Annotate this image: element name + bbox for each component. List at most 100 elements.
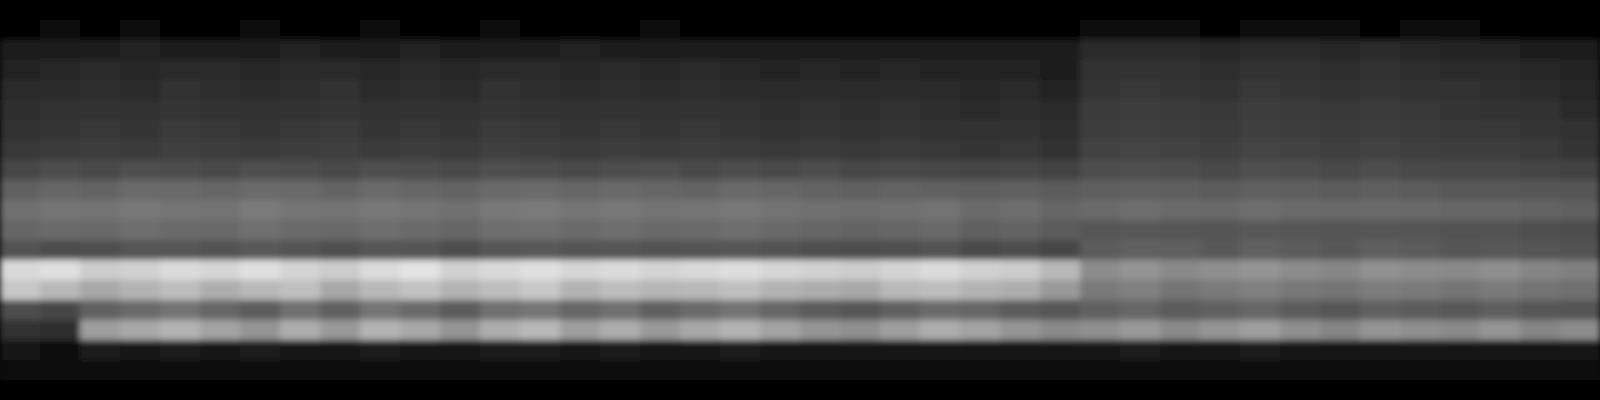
cell xyxy=(640,320,681,341)
cell xyxy=(1200,340,1241,361)
cell xyxy=(1200,320,1241,341)
cell xyxy=(1200,360,1241,381)
cell xyxy=(840,340,881,361)
cell xyxy=(1000,280,1041,301)
cell xyxy=(640,240,681,261)
cell xyxy=(600,60,641,81)
cell xyxy=(1280,300,1321,321)
cell xyxy=(240,340,281,361)
cell xyxy=(1080,120,1121,141)
cell xyxy=(1400,120,1441,141)
cell xyxy=(1240,140,1281,161)
cell xyxy=(240,100,281,121)
cell xyxy=(1040,60,1081,81)
cell xyxy=(1320,300,1361,321)
cell xyxy=(600,40,641,61)
cell xyxy=(200,360,241,381)
cell xyxy=(840,260,881,281)
cell xyxy=(160,300,201,321)
cell xyxy=(1240,160,1281,181)
cell xyxy=(1360,340,1401,361)
cell xyxy=(280,200,321,221)
cell xyxy=(360,240,401,261)
cell xyxy=(880,0,921,21)
cell xyxy=(880,80,921,101)
cell xyxy=(1160,260,1201,281)
cell xyxy=(320,20,361,41)
cell xyxy=(1240,0,1281,21)
cell xyxy=(1480,240,1521,261)
cell xyxy=(160,60,201,81)
cell xyxy=(1120,220,1161,241)
cell xyxy=(600,360,641,381)
cell xyxy=(200,80,241,101)
cell xyxy=(240,40,281,61)
cell xyxy=(1400,20,1441,41)
cell xyxy=(680,320,721,341)
cell xyxy=(200,300,241,321)
cell xyxy=(1560,340,1600,361)
cell xyxy=(400,300,441,321)
cell xyxy=(520,160,561,181)
cell xyxy=(1080,320,1121,341)
cell xyxy=(400,340,441,361)
cell xyxy=(440,140,481,161)
cell xyxy=(360,300,401,321)
cell xyxy=(640,180,681,201)
cell xyxy=(760,220,801,241)
cell xyxy=(1040,160,1081,181)
cell xyxy=(1360,0,1401,21)
cell xyxy=(640,160,681,181)
cell xyxy=(1160,280,1201,301)
cell xyxy=(120,240,161,261)
cell xyxy=(1400,260,1441,281)
cell xyxy=(960,160,1001,181)
cell xyxy=(400,20,441,41)
cell xyxy=(600,0,641,21)
cell xyxy=(1320,60,1361,81)
cell xyxy=(760,160,801,181)
cell xyxy=(1480,220,1521,241)
cell xyxy=(520,40,561,61)
cell xyxy=(1200,160,1241,181)
cell xyxy=(680,60,721,81)
cell xyxy=(1440,80,1481,101)
cell xyxy=(1120,140,1161,161)
cell xyxy=(680,240,721,261)
cell xyxy=(200,320,241,341)
cell xyxy=(200,120,241,141)
cell xyxy=(1160,380,1201,400)
cell xyxy=(360,100,401,121)
cell xyxy=(160,320,201,341)
cell xyxy=(200,200,241,221)
cell xyxy=(600,100,641,121)
cell xyxy=(1240,360,1281,381)
cell xyxy=(400,80,441,101)
cell xyxy=(1480,380,1521,400)
cell xyxy=(1400,140,1441,161)
cell xyxy=(1200,180,1241,201)
cell xyxy=(1160,80,1201,101)
cell xyxy=(1120,40,1161,61)
cell xyxy=(0,100,41,121)
cell xyxy=(400,240,441,261)
cell xyxy=(1200,200,1241,221)
cell xyxy=(680,220,721,241)
cell xyxy=(1040,220,1081,241)
cell xyxy=(400,360,441,381)
cell xyxy=(400,120,441,141)
cell xyxy=(1560,40,1600,61)
cell xyxy=(480,20,521,41)
cell xyxy=(640,280,681,301)
cell xyxy=(1120,80,1161,101)
cell xyxy=(520,240,561,261)
cell xyxy=(600,300,641,321)
cell xyxy=(240,160,281,181)
cell xyxy=(200,60,241,81)
cell xyxy=(1560,180,1600,201)
cell xyxy=(880,280,921,301)
cell xyxy=(1000,200,1041,221)
cell xyxy=(720,300,761,321)
cell xyxy=(1280,100,1321,121)
cell xyxy=(240,300,281,321)
